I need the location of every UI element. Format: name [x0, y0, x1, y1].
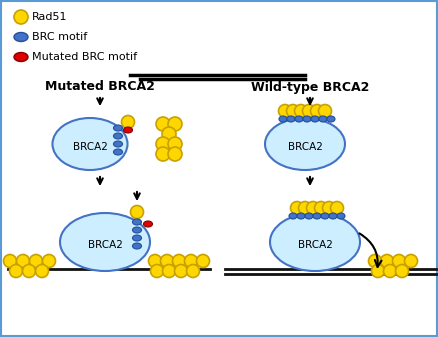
Circle shape	[162, 265, 176, 277]
Circle shape	[148, 254, 162, 268]
Text: BRC motif: BRC motif	[32, 32, 87, 42]
Circle shape	[405, 254, 417, 268]
Circle shape	[10, 265, 22, 277]
Circle shape	[156, 147, 170, 161]
Circle shape	[396, 265, 409, 277]
Circle shape	[184, 254, 198, 268]
Ellipse shape	[295, 116, 303, 122]
Circle shape	[279, 104, 292, 118]
Circle shape	[22, 265, 35, 277]
Circle shape	[299, 202, 311, 214]
Ellipse shape	[113, 133, 123, 139]
Ellipse shape	[113, 149, 123, 155]
Text: BRCA2: BRCA2	[88, 240, 123, 250]
Circle shape	[168, 137, 182, 151]
Circle shape	[381, 254, 393, 268]
Circle shape	[14, 10, 28, 24]
Ellipse shape	[14, 32, 28, 41]
Ellipse shape	[133, 227, 141, 233]
Ellipse shape	[303, 116, 311, 122]
Text: Rad51: Rad51	[32, 12, 67, 22]
Circle shape	[384, 265, 396, 277]
Circle shape	[4, 254, 17, 268]
Ellipse shape	[133, 219, 141, 225]
Ellipse shape	[305, 213, 313, 219]
Ellipse shape	[327, 116, 335, 122]
Ellipse shape	[337, 213, 345, 219]
Circle shape	[311, 104, 324, 118]
Circle shape	[392, 254, 406, 268]
Circle shape	[303, 104, 315, 118]
Circle shape	[168, 117, 182, 131]
Circle shape	[42, 254, 56, 268]
Ellipse shape	[144, 221, 152, 227]
Text: Mutated BRC motif: Mutated BRC motif	[32, 52, 137, 62]
Circle shape	[314, 202, 328, 214]
Ellipse shape	[113, 141, 123, 147]
Ellipse shape	[297, 213, 305, 219]
Circle shape	[174, 265, 187, 277]
Circle shape	[131, 206, 144, 218]
Circle shape	[318, 104, 332, 118]
Circle shape	[156, 137, 170, 151]
Ellipse shape	[124, 127, 133, 133]
Circle shape	[151, 265, 163, 277]
Circle shape	[17, 254, 29, 268]
Circle shape	[286, 104, 300, 118]
Ellipse shape	[14, 53, 28, 61]
Text: BRCA2: BRCA2	[73, 142, 107, 152]
Ellipse shape	[113, 125, 123, 131]
Text: BRCA2: BRCA2	[297, 240, 332, 250]
Circle shape	[35, 265, 49, 277]
Ellipse shape	[60, 213, 150, 271]
Circle shape	[371, 265, 385, 277]
Ellipse shape	[321, 213, 329, 219]
Text: Mutated BRCA2: Mutated BRCA2	[45, 81, 155, 93]
Circle shape	[322, 202, 336, 214]
Ellipse shape	[279, 116, 287, 122]
Circle shape	[162, 127, 176, 141]
Ellipse shape	[265, 118, 345, 170]
Ellipse shape	[133, 235, 141, 241]
Ellipse shape	[319, 116, 327, 122]
Ellipse shape	[270, 213, 360, 271]
Circle shape	[29, 254, 42, 268]
Ellipse shape	[313, 213, 321, 219]
Circle shape	[197, 254, 209, 268]
Circle shape	[331, 202, 343, 214]
Circle shape	[294, 104, 307, 118]
Ellipse shape	[289, 213, 297, 219]
Circle shape	[368, 254, 381, 268]
Ellipse shape	[133, 243, 141, 249]
Circle shape	[121, 116, 134, 128]
Circle shape	[173, 254, 186, 268]
Ellipse shape	[311, 116, 319, 122]
Circle shape	[290, 202, 304, 214]
Text: Wild-type BRCA2: Wild-type BRCA2	[251, 81, 369, 93]
Circle shape	[160, 254, 173, 268]
Text: BRCA2: BRCA2	[288, 142, 322, 152]
FancyArrowPatch shape	[360, 234, 381, 267]
Ellipse shape	[287, 116, 295, 122]
Circle shape	[168, 147, 182, 161]
Circle shape	[187, 265, 199, 277]
Ellipse shape	[329, 213, 337, 219]
Circle shape	[156, 117, 170, 131]
Circle shape	[307, 202, 319, 214]
Ellipse shape	[53, 118, 127, 170]
